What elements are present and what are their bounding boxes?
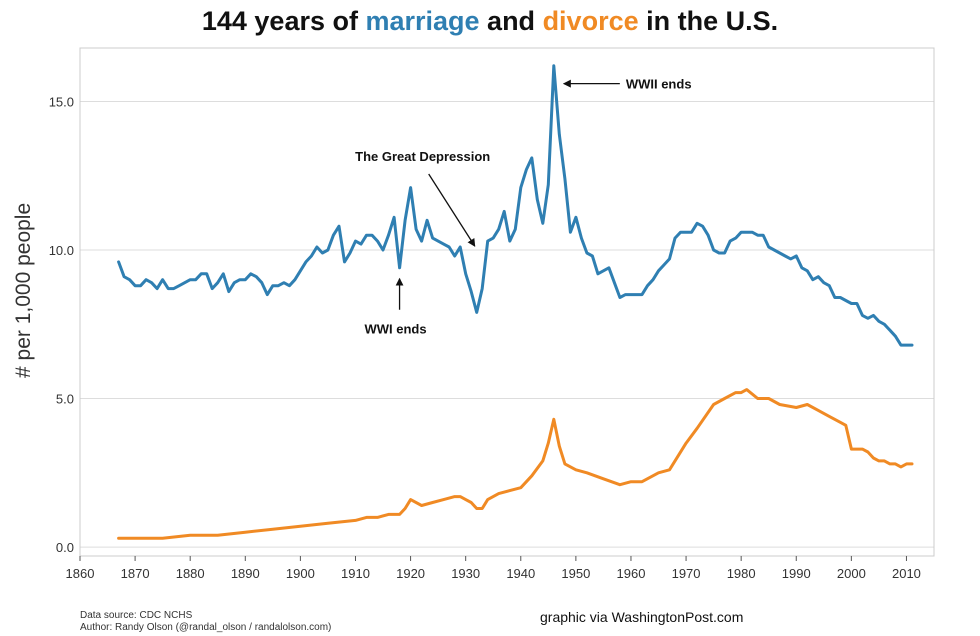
y-tick-label-2: 10.0	[49, 243, 74, 258]
y-tick-label-3: 15.0	[49, 94, 74, 109]
x-tick-label-3: 1890	[231, 566, 260, 581]
plot-frame	[79, 47, 935, 557]
annotation-arrow-depression	[428, 173, 476, 247]
x-tick-label-7: 1930	[451, 566, 480, 581]
annotation-great-depression: The Great Depression	[355, 149, 490, 164]
x-tick-label-15: 2010	[892, 566, 921, 581]
series-line-marriage	[117, 64, 914, 347]
x-tick-label-9: 1950	[561, 566, 590, 581]
author-note: Author: Randy Olson (@randal_olson / ran…	[80, 622, 332, 633]
x-tick-label-11: 1970	[672, 566, 701, 581]
x-tick-label-12: 1980	[727, 566, 756, 581]
graphic-credit: graphic via WashingtonPost.com	[540, 609, 744, 625]
title-marriage-word: marriage	[365, 6, 480, 36]
title-part1: 144 years of	[201, 6, 366, 36]
x-tick-label-0: 1860	[66, 566, 95, 581]
annotation-wwii-ends: WWII ends	[626, 77, 692, 92]
x-tick-label-4: 1900	[286, 566, 315, 581]
title-part2: and	[479, 6, 543, 36]
x-tick-label-1: 1870	[121, 566, 150, 581]
x-tick-label-13: 1990	[782, 566, 811, 581]
y-tick-label-0: 0.0	[56, 540, 74, 555]
y-tick-label-1: 5.0	[56, 392, 74, 407]
x-tick-label-8: 1940	[506, 566, 535, 581]
x-tick-label-2: 1880	[176, 566, 205, 581]
x-tick-label-6: 1920	[396, 566, 425, 581]
x-tick-label-10: 1960	[617, 566, 646, 581]
data-source-note: Data source: CDC NCHS	[80, 610, 193, 621]
annotation-wwi-ends: WWI ends	[365, 322, 427, 337]
series-line-divorce	[117, 388, 914, 540]
title-divorce-word: divorce	[542, 6, 639, 36]
chart-title: 144 years of marriage and divorce in the…	[0, 6, 980, 37]
x-tick-label-5: 1910	[341, 566, 370, 581]
title-part3: in the U.S.	[638, 6, 779, 36]
x-tick-label-14: 2000	[837, 566, 866, 581]
